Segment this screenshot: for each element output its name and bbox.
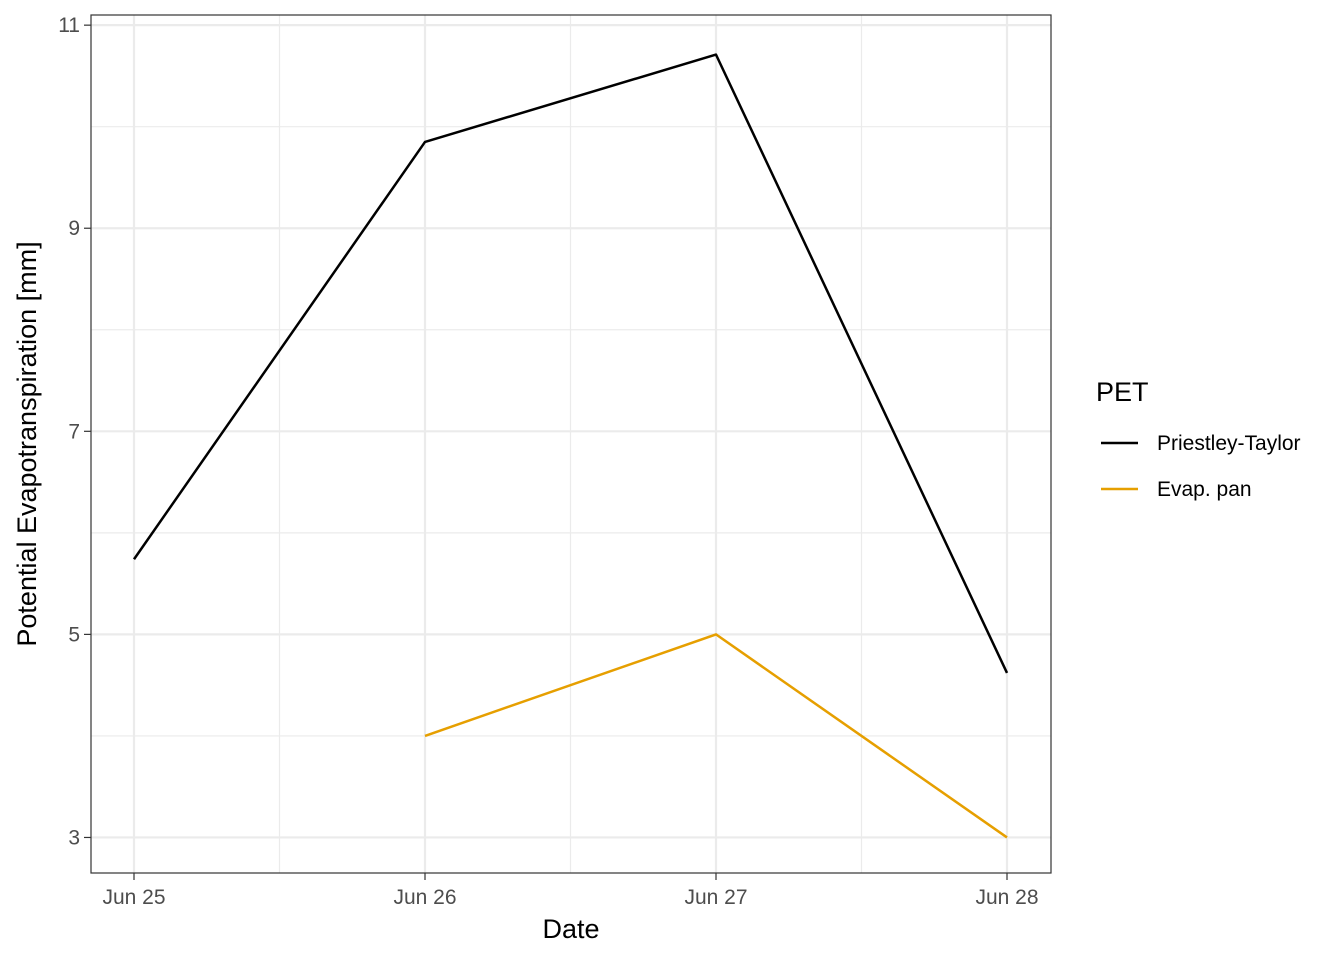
x-axis-title: Date xyxy=(542,914,599,944)
y-tick-label: 11 xyxy=(58,14,80,37)
legend-title: PET xyxy=(1096,377,1149,407)
series-line-evap-pan xyxy=(424,633,1008,839)
plot-panel-border xyxy=(90,14,1052,874)
y-tick-label: 9 xyxy=(68,217,80,240)
minor-gridlines xyxy=(91,15,1051,873)
x-tick-label: Jun 28 xyxy=(975,886,1038,909)
y-tick-label: 5 xyxy=(68,623,80,646)
major-gridlines xyxy=(91,15,1051,873)
x-tick-label: Jun 25 xyxy=(102,886,165,909)
series-lines xyxy=(132,53,1009,839)
x-tick-label: Jun 27 xyxy=(684,886,747,909)
x-tick-label: Jun 26 xyxy=(393,886,456,909)
legend-label: Evap. pan xyxy=(1157,478,1252,501)
legend: PET Priestley-Taylor Evap. pan xyxy=(1096,377,1301,501)
y-axis: 3 5 7 9 11 xyxy=(58,14,91,849)
legend-label: Priestley-Taylor xyxy=(1157,432,1301,455)
series-line-priestley-taylor xyxy=(132,53,1009,674)
legend-items: Priestley-Taylor Evap. pan xyxy=(1101,432,1301,501)
y-tick-label: 3 xyxy=(68,826,80,849)
y-tick-label: 7 xyxy=(68,420,80,443)
y-axis-title: Potential Evapotranspiration [mm] xyxy=(12,241,42,646)
x-axis: Jun 25 Jun 26 Jun 27 Jun 28 xyxy=(102,873,1039,909)
